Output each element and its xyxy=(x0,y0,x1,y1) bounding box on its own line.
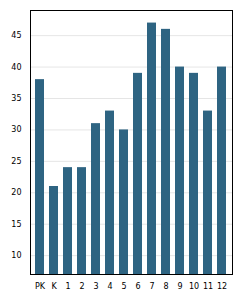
svg-text:5: 5 xyxy=(121,282,126,291)
svg-text:35: 35 xyxy=(11,94,21,103)
svg-text:40: 40 xyxy=(11,63,21,72)
svg-text:9: 9 xyxy=(177,282,182,291)
svg-text:11: 11 xyxy=(203,282,213,291)
svg-text:45: 45 xyxy=(11,31,21,40)
svg-text:25: 25 xyxy=(11,157,21,166)
svg-text:7: 7 xyxy=(149,282,154,291)
svg-text:12: 12 xyxy=(217,282,227,291)
svg-text:10: 10 xyxy=(189,282,199,291)
svg-text:6: 6 xyxy=(135,282,140,291)
svg-text:20: 20 xyxy=(11,188,21,197)
svg-text:10: 10 xyxy=(11,251,21,260)
svg-text:30: 30 xyxy=(11,125,21,134)
svg-text:2: 2 xyxy=(79,282,84,291)
svg-text:8: 8 xyxy=(163,282,168,291)
svg-text:15: 15 xyxy=(11,220,21,229)
svg-text:3: 3 xyxy=(93,282,98,291)
svg-text:K: K xyxy=(51,282,57,291)
svg-text:4: 4 xyxy=(107,282,112,291)
svg-text:1: 1 xyxy=(65,282,70,291)
svg-text:PK: PK xyxy=(35,282,46,291)
